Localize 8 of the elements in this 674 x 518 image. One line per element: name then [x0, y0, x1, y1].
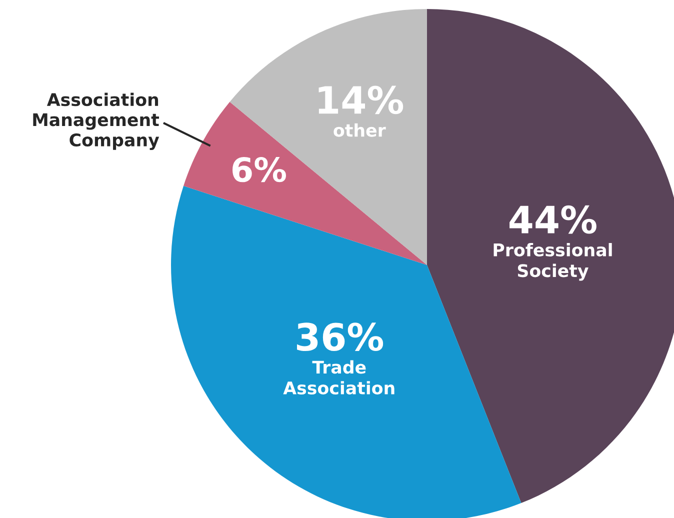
slice-label: Association Management Company — [33, 92, 160, 150]
data-label: 44% — [510, 205, 596, 234]
slice-label: Trade Association — [283, 360, 394, 395]
data-label: 6% — [232, 156, 286, 182]
slice-label: other — [334, 123, 386, 137]
data-label: 14% — [318, 86, 404, 114]
slice-label: Professional Society — [494, 243, 612, 281]
data-label: 36% — [297, 322, 384, 352]
